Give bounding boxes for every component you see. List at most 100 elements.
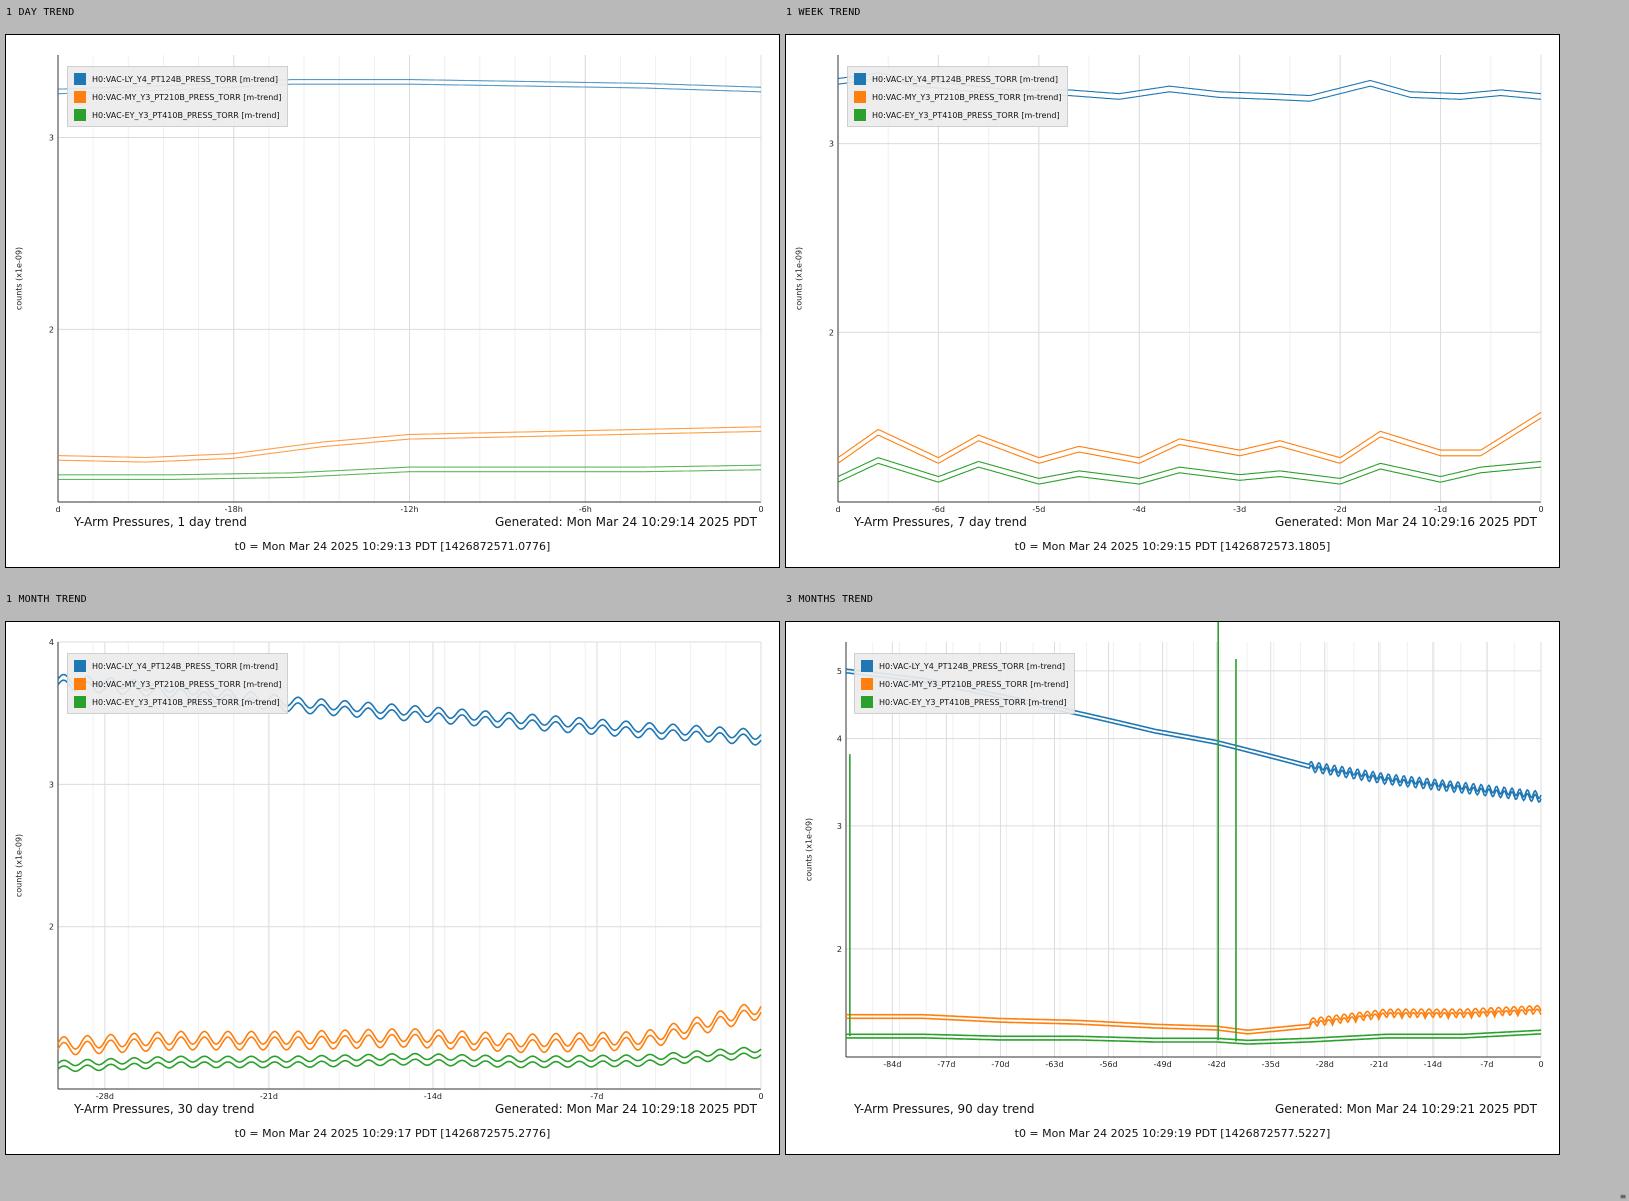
chart-caption: Y-Arm Pressures, 1 day trend (74, 515, 247, 529)
legend-swatch (854, 109, 866, 121)
chart-svg: d -18h -12h -6h 0 2 3 (49, 55, 764, 514)
series-line-3 (837, 457, 1542, 479)
series-line-3 (846, 1033, 1541, 1045)
chart-legend: H0:VAC-LY_Y4_PT124B_PRESS_TORR [m-trend]… (847, 66, 1069, 127)
generated-timestamp: Generated: Mon Mar 24 10:29:18 2025 PDT (494, 1102, 757, 1116)
y-axis-label: counts (x1e-09) (14, 246, 24, 310)
legend-entry: H0:VAC-MY_Y3_PT210B_PRESS_TORR [m-trend] (74, 675, 281, 693)
x-tick-label: -63d (1045, 1060, 1063, 1069)
x-tick-label: 0 (758, 1092, 763, 1101)
x-tick-label: -6d (932, 505, 945, 514)
x-tick-label: -70d (991, 1060, 1009, 1069)
x-tick-label: d (55, 505, 60, 514)
series-line-3 (58, 464, 761, 476)
x-tick-label: -49d (1154, 1060, 1172, 1069)
x-tick-label: -7d (590, 1092, 603, 1101)
legend-label: H0:VAC-MY_Y3_PT210B_PRESS_TORR [m-trend] (92, 92, 282, 102)
t0-label: t0 = Mon Mar 24 2025 10:29:15 PDT [14268… (1014, 540, 1331, 553)
y-tick-label: 2 (829, 328, 834, 337)
x-tick-label: -42d (1208, 1060, 1226, 1069)
x-tick-label: -14d (1424, 1060, 1442, 1069)
x-tick-label: -5d (1032, 505, 1045, 514)
legend-swatch (74, 660, 86, 672)
generated-timestamp: Generated: Mon Mar 24 10:29:21 2025 PDT (1274, 1102, 1537, 1116)
x-tick-label: -18h (225, 505, 243, 514)
chart-legend: H0:VAC-LY_Y4_PT124B_PRESS_TORR [m-trend]… (67, 66, 289, 127)
y-tick-label: 2 (49, 923, 54, 932)
x-tick-label: -14d (424, 1092, 442, 1101)
legend-swatch (74, 109, 86, 121)
legend-label: H0:VAC-EY_Y3_PT410B_PRESS_TORR [m-trend] (872, 110, 1060, 120)
series-line-2 (846, 1008, 1542, 1035)
y-tick-label: 4 (837, 735, 842, 744)
legend-entry: H0:VAC-LY_Y4_PT124B_PRESS_TORR [m-trend] (74, 70, 281, 88)
legend-label: H0:VAC-LY_Y4_PT124B_PRESS_TORR [m-trend] (879, 661, 1065, 671)
x-tick-label: -6h (579, 505, 592, 514)
series-line-3 (58, 469, 761, 480)
y-tick-label: 3 (49, 780, 54, 789)
series-line-2 (58, 430, 761, 463)
t0-label: t0 = Mon Mar 24 2025 10:29:13 PDT [14268… (234, 540, 551, 553)
chart-panel-3months: -84d -77d -70d -63d -56d -49d -42d -35d -28d -21d… (785, 621, 1560, 1155)
chart-svg: d -6d -5d -4d -3d -2d -1d 0 2 3 (829, 55, 1544, 514)
panel-title-1month: 1 MONTH TREND (6, 594, 87, 605)
chart-panel-1month: -28d -21d -14d -7d 0 2 3 4 counts (x1e-09) H0:VAC… (5, 621, 780, 1155)
legend-entry: H0:VAC-MY_Y3_PT210B_PRESS_TORR [m-trend] (854, 88, 1061, 106)
series-line-3 (846, 1029, 1542, 1042)
x-tick-label: -77d (937, 1060, 955, 1069)
panel-title-3months: 3 MONTHS TREND (786, 594, 874, 605)
x-tick-label: d (835, 505, 840, 514)
x-tick-label: -56d (1099, 1060, 1117, 1069)
legend-entry: H0:VAC-MY_Y3_PT210B_PRESS_TORR [m-trend] (74, 88, 281, 106)
generated-timestamp: Generated: Mon Mar 24 10:29:14 2025 PDT (494, 515, 757, 529)
legend-entry: H0:VAC-EY_Y3_PT410B_PRESS_TORR [m-trend] (74, 693, 281, 711)
x-tick-label: -2d (1334, 505, 1347, 514)
legend-swatch (861, 660, 873, 672)
resize-grip-icon[interactable]: ≡ (1619, 1192, 1627, 1201)
legend-swatch (861, 696, 873, 708)
legend-label: H0:VAC-EY_Y3_PT410B_PRESS_TORR [m-trend] (92, 110, 280, 120)
x-tick-label: -21d (1370, 1060, 1388, 1069)
chart-caption: Y-Arm Pressures, 30 day trend (74, 1102, 255, 1116)
legend-label: H0:VAC-EY_Y3_PT410B_PRESS_TORR [m-trend] (879, 697, 1067, 707)
y-tick-label: 2 (837, 945, 842, 954)
x-tick-label: -12h (400, 505, 418, 514)
y-axis-label: counts (x1e-09) (794, 246, 804, 310)
series-line-2 (846, 1004, 1542, 1032)
t0-label: t0 = Mon Mar 24 2025 10:29:17 PDT [14268… (234, 1127, 551, 1140)
legend-entry: H0:VAC-LY_Y4_PT124B_PRESS_TORR [m-trend] (861, 657, 1068, 675)
legend-label: H0:VAC-LY_Y4_PT124B_PRESS_TORR [m-trend] (92, 661, 278, 671)
legend-label: H0:VAC-LY_Y4_PT124B_PRESS_TORR [m-trend] (92, 74, 278, 84)
x-tick-label: -7d (1480, 1060, 1493, 1069)
x-tick-label: -84d (883, 1060, 901, 1069)
x-tick-label: 0 (758, 505, 763, 514)
legend-swatch (854, 91, 866, 103)
x-tick-label: -35d (1262, 1060, 1280, 1069)
legend-swatch (74, 73, 86, 85)
series-line-3 (837, 462, 1542, 485)
legend-swatch (854, 73, 866, 85)
legend-label: H0:VAC-MY_Y3_PT210B_PRESS_TORR [m-trend] (872, 92, 1062, 102)
chart-svg: -28d -21d -14d -7d 0 2 3 4 (49, 638, 764, 1101)
x-tick-label: -3d (1233, 505, 1246, 514)
legend-label: H0:VAC-MY_Y3_PT210B_PRESS_TORR [m-trend] (92, 679, 282, 689)
y-tick-label: 3 (49, 133, 54, 142)
series-line-2 (57, 1003, 762, 1050)
legend-entry: H0:VAC-MY_Y3_PT210B_PRESS_TORR [m-trend] (861, 675, 1068, 693)
y-tick-label: 4 (49, 638, 54, 647)
series-line-2 (58, 426, 761, 459)
panel-title-1week: 1 WEEK TREND (786, 7, 861, 18)
legend-swatch (861, 678, 873, 690)
x-tick-label: -4d (1133, 505, 1146, 514)
legend-entry: H0:VAC-EY_Y3_PT410B_PRESS_TORR [m-trend] (861, 693, 1068, 711)
legend-swatch (74, 678, 86, 690)
series-line-3 (57, 1046, 762, 1067)
x-tick-label: -28d (96, 1092, 114, 1101)
y-tick-label: 3 (837, 822, 842, 831)
chart-legend: H0:VAC-LY_Y4_PT124B_PRESS_TORR [m-trend]… (67, 653, 289, 714)
chart-panel-1week: d -6d -5d -4d -3d -2d -1d 0 2 3 counts (x1e-09) H0:… (785, 34, 1560, 568)
y-axis-label: counts (x1e-09) (14, 833, 24, 897)
legend-entry: H0:VAC-LY_Y4_PT124B_PRESS_TORR [m-trend] (74, 657, 281, 675)
y-axis-label: counts (x1e-09) (804, 817, 814, 881)
panel-title-1day: 1 DAY TREND (6, 7, 75, 18)
